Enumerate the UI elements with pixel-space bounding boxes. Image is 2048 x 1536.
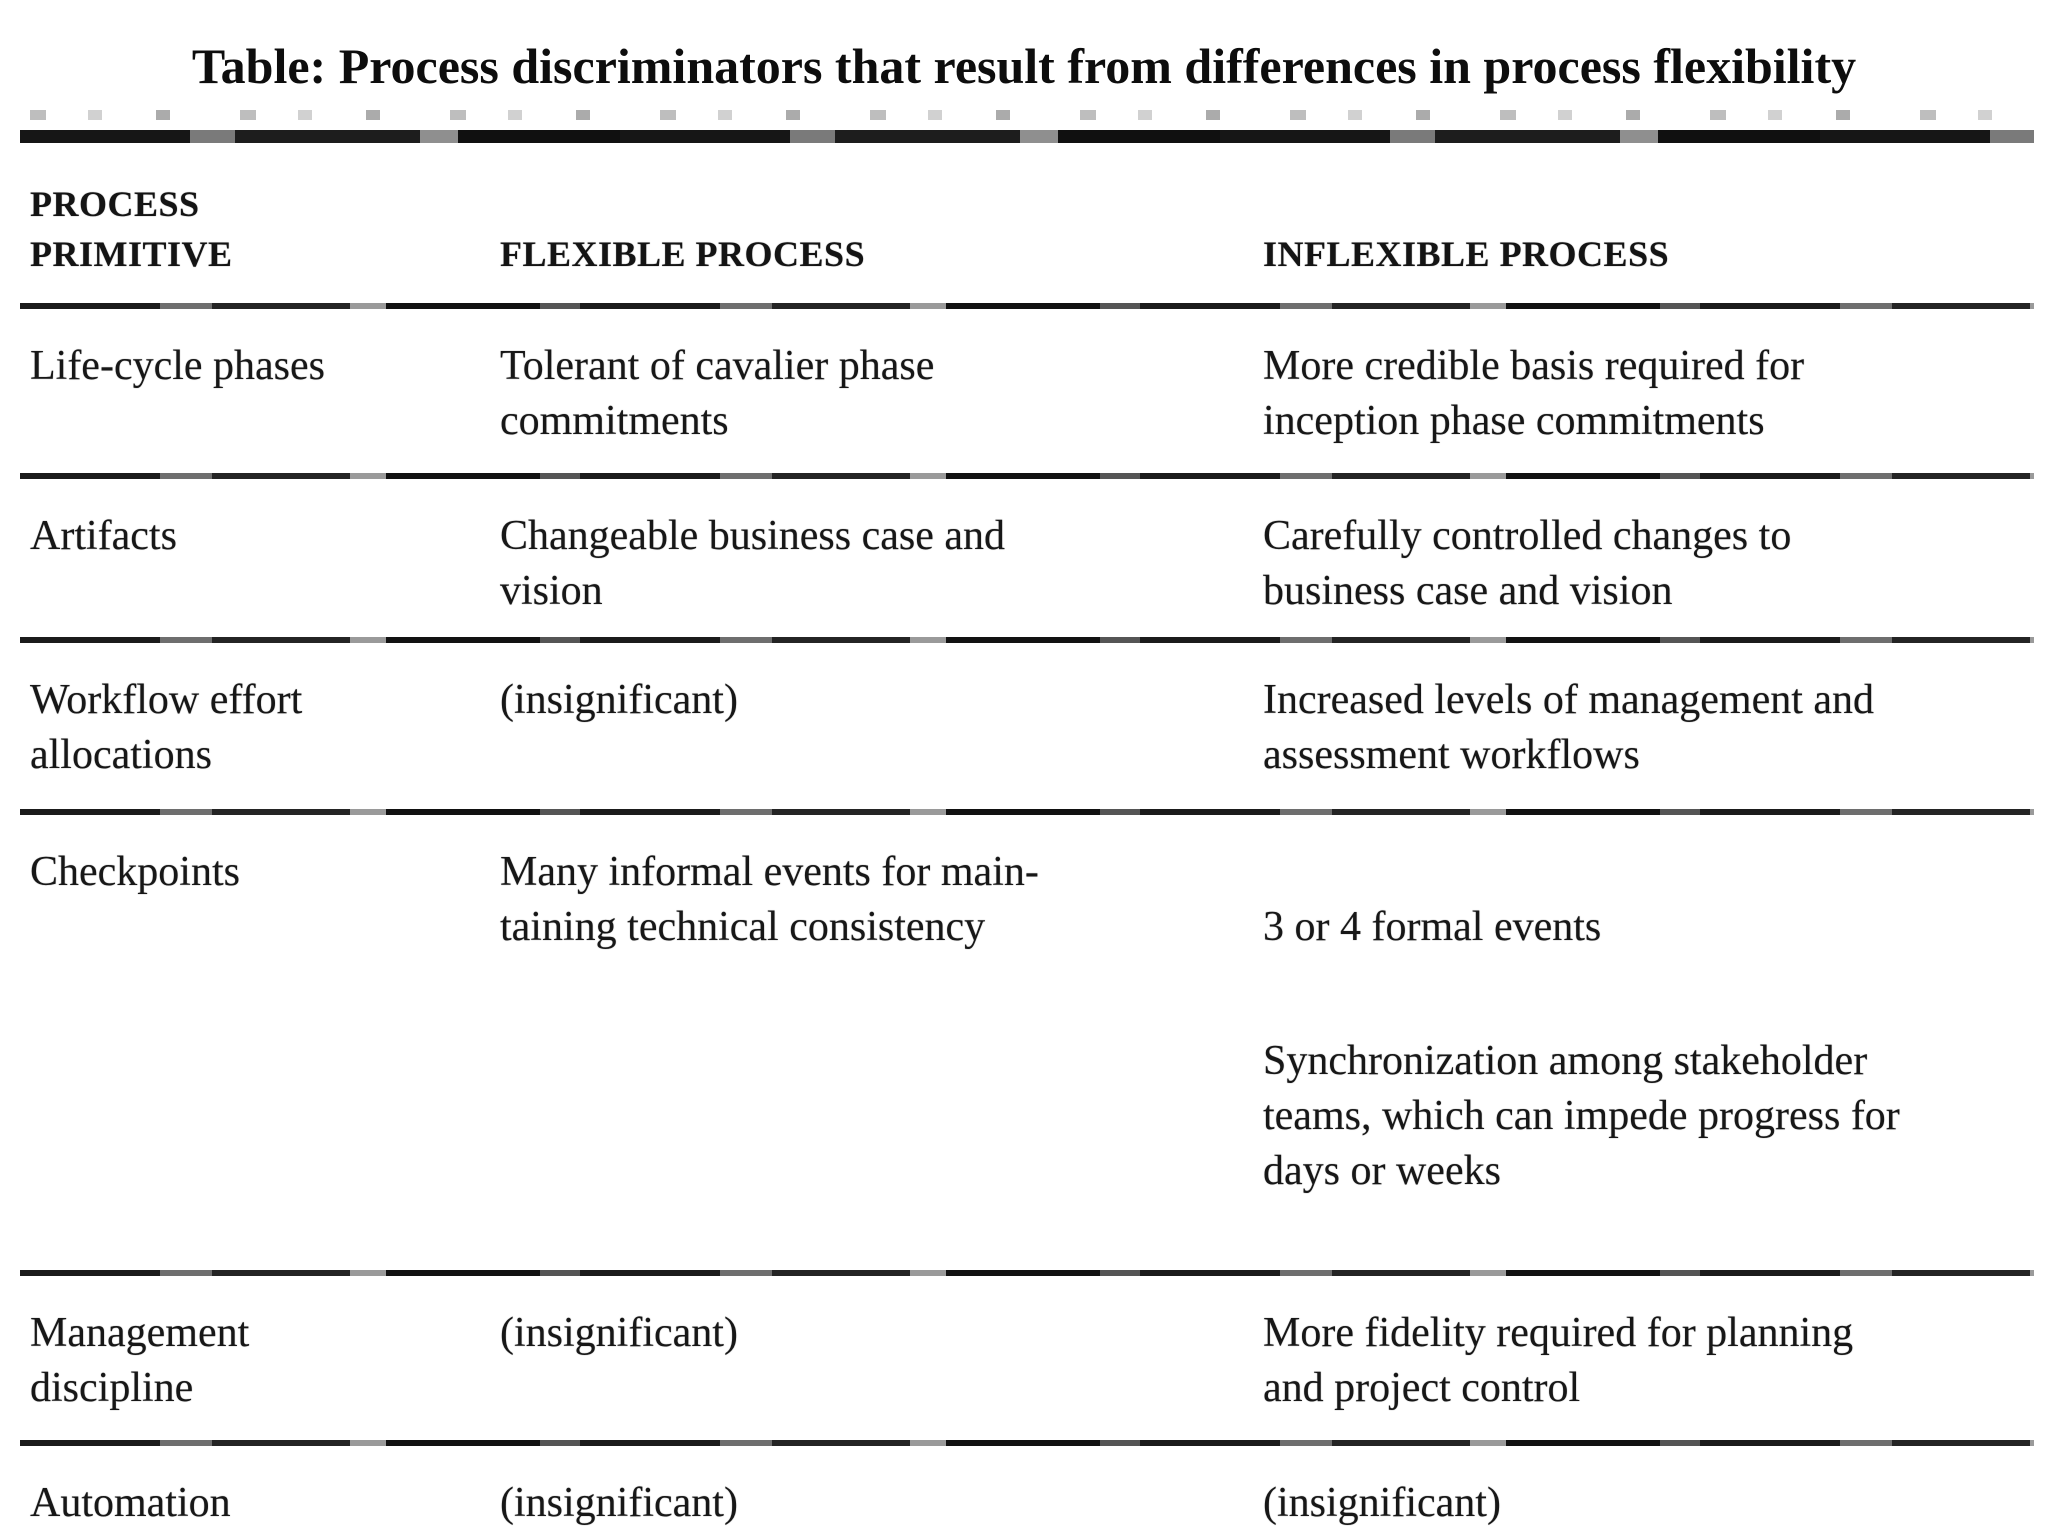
cell-flexible: Changeable business case and vision [500, 513, 1006, 614]
cell-flexible: (insignificant) [500, 1310, 738, 1356]
table-header-row: PROCESS PRIMITIVE FLEXIBLE PROCESS INFLE… [20, 143, 2034, 303]
cell-flexible: (insignificant) [500, 677, 738, 723]
page-title: Table: Process discriminators that resul… [191, 38, 1857, 94]
row-separator-rule [20, 637, 2034, 643]
cell-primitive: Automation discipline [30, 1480, 231, 1536]
cell-inflexible-paragraph-2: Synchronization among stakeholder teams,… [1263, 1038, 1900, 1194]
cell-flexible: (insignificant) [500, 1480, 738, 1526]
table-row-automation-discipline: Automation discipline (insignificant) (i… [20, 1446, 2034, 1536]
cell-flexible: Tolerant of cavalier phase commitments [500, 343, 935, 444]
row-separator-rule [20, 1440, 2034, 1446]
row-separator-rule [20, 1270, 2034, 1276]
cell-flexible: Many informal events for main- taining t… [500, 849, 1039, 950]
column-header-flexible-process: FLEXIBLE PROCESS [500, 234, 866, 274]
table-row-artifacts: Artifacts Changeable business case and v… [20, 479, 2034, 637]
cell-inflexible: More fidelity required for planning and … [1263, 1310, 1854, 1411]
cell-inflexible-paragraph-1: 3 or 4 formal events [1263, 904, 1602, 950]
cell-primitive: Management discipline [30, 1310, 250, 1411]
cell-primitive: Artifacts [30, 513, 177, 559]
scanned-page: Table: Process discriminators that resul… [0, 36, 2048, 1536]
cell-inflexible: 3 or 4 formal events Synchronization amo… [1253, 815, 2034, 1270]
cell-primitive: Life-cycle phases [30, 343, 326, 389]
table-row-life-cycle-phases: Life-cycle phases Tolerant of cavalier p… [20, 309, 2034, 473]
scan-artifact-band [30, 110, 2018, 120]
cell-inflexible: Carefully controlled changes to business… [1263, 513, 1792, 614]
cell-inflexible: Increased levels of management and asses… [1263, 677, 1875, 778]
table-top-rule [20, 130, 2034, 143]
cell-primitive: Workflow effort allocations [30, 677, 303, 778]
table-row-checkpoints: Checkpoints Many informal events for mai… [20, 815, 2034, 1270]
row-separator-rule [20, 809, 2034, 815]
column-header-inflexible-process: INFLEXIBLE PROCESS [1263, 234, 1670, 274]
table-row-workflow-effort-allocations: Workflow effort allocations (insignifica… [20, 643, 2034, 809]
cell-inflexible: (insignificant) [1263, 1480, 1501, 1526]
process-discriminators-table: PROCESS PRIMITIVE FLEXIBLE PROCESS INFLE… [20, 130, 2034, 1536]
column-header-process-primitive: PROCESS PRIMITIVE [30, 184, 233, 274]
table-row-management-discipline: Management discipline (insignificant) Mo… [20, 1276, 2034, 1440]
header-underline-rule [20, 303, 2034, 309]
cell-primitive: Checkpoints [30, 849, 240, 895]
cell-inflexible: More credible basis required for incepti… [1263, 343, 1805, 444]
row-separator-rule [20, 473, 2034, 479]
